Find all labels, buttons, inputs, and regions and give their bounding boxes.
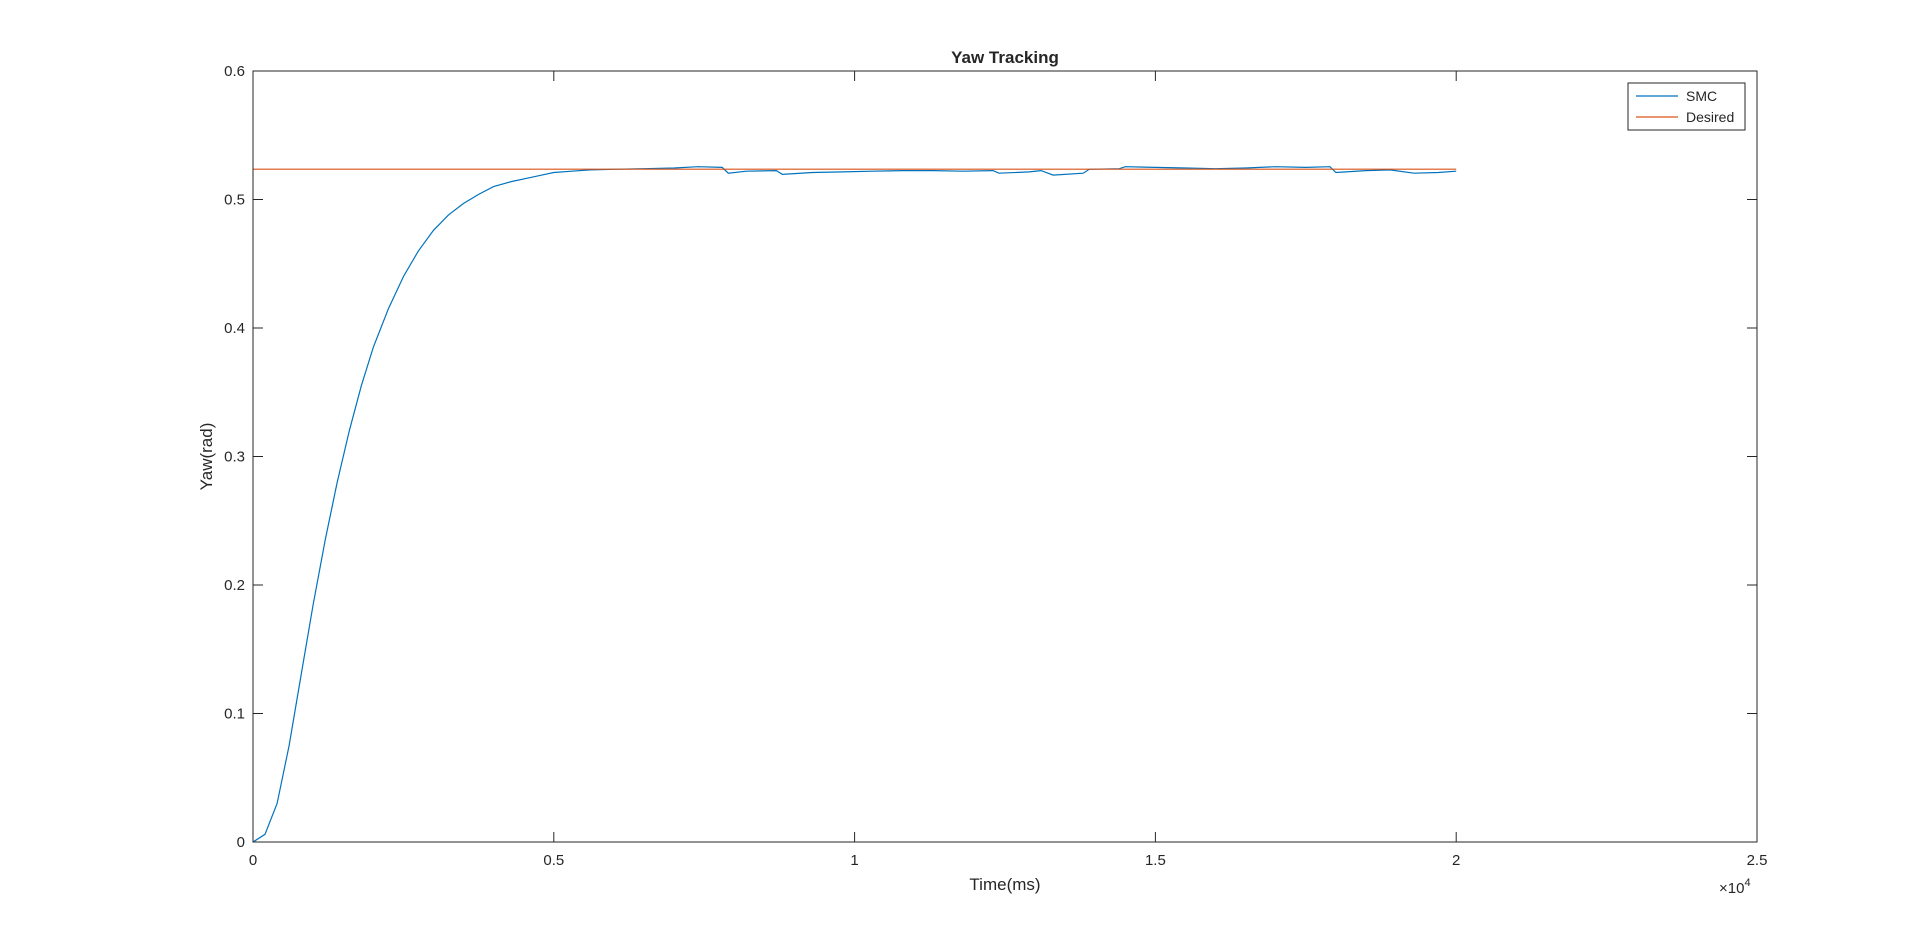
legend-label-smc: SMC bbox=[1686, 88, 1717, 104]
y-tick-label: 0.1 bbox=[224, 706, 245, 723]
x-tick-label: 1.5 bbox=[1145, 852, 1166, 869]
y-tick-label: 0.2 bbox=[224, 577, 245, 594]
series-layer bbox=[252, 166, 1457, 843]
y-axis-label: Yaw(rad) bbox=[197, 423, 216, 491]
y-tick-label: 0.5 bbox=[224, 192, 245, 209]
x-axis-exponent: ×104 bbox=[1719, 877, 1751, 897]
chart-title: Yaw Tracking bbox=[951, 48, 1059, 67]
x-axis-label: Time(ms) bbox=[969, 875, 1040, 894]
y-tick-label: 0.3 bbox=[224, 449, 245, 466]
y-tick-label: 0.6 bbox=[224, 63, 245, 80]
series-line-smc bbox=[252, 166, 1457, 843]
x-tick-label: 1 bbox=[850, 852, 858, 869]
x-tick-label: 0.5 bbox=[543, 852, 564, 869]
x-tick-label: 2 bbox=[1452, 852, 1460, 869]
x-tick-label: 2.5 bbox=[1747, 852, 1768, 869]
legend-box bbox=[1627, 82, 1746, 131]
y-tick-label: 0.4 bbox=[224, 320, 245, 337]
legend-label-desired: Desired bbox=[1686, 109, 1734, 125]
y-tick-label: 0 bbox=[237, 834, 245, 851]
x-tick-label: 0 bbox=[249, 852, 257, 869]
tick-layer: 0 0.5 1 1.5 2 2.5 0 0.1 0.2 0.3 0.4 0.5 0.6 bbox=[224, 63, 1767, 869]
legend: SMC Desired bbox=[1627, 82, 1746, 131]
x-exponent-base: ×10 bbox=[1719, 880, 1744, 897]
x-exponent-power: 4 bbox=[1744, 877, 1750, 889]
plot-area bbox=[253, 71, 1757, 842]
axes-box bbox=[252, 70, 1758, 843]
